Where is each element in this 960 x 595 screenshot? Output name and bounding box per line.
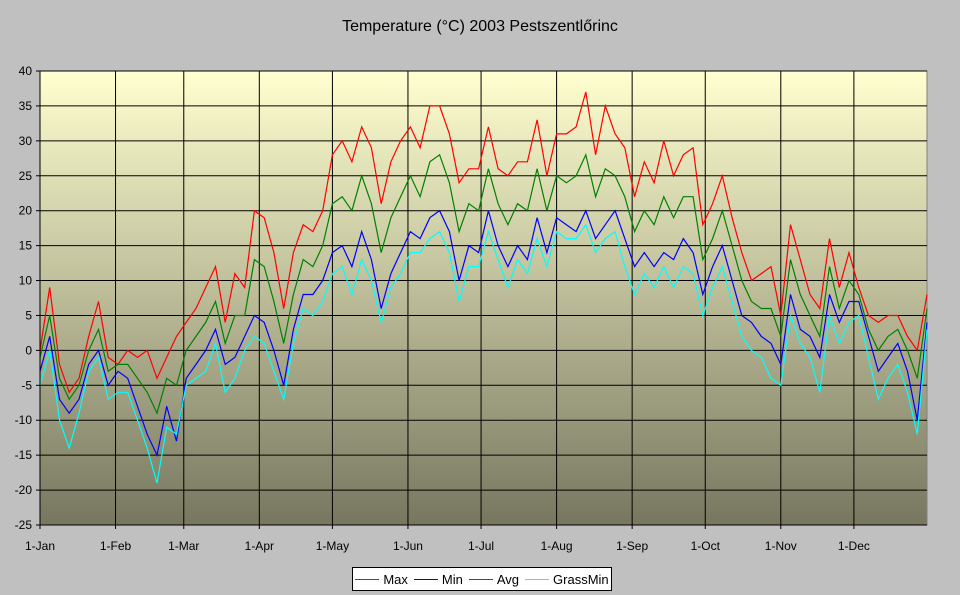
x-tick-label: 1-Apr <box>245 539 274 553</box>
legend-item-max: Max <box>355 572 408 587</box>
legend-swatch <box>525 578 550 580</box>
x-tick-label: 1-Sep <box>616 539 648 553</box>
x-tick-label: 1-Oct <box>691 539 721 553</box>
x-tick-label: 1-Jun <box>393 539 423 553</box>
y-tick-label: -25 <box>15 518 33 532</box>
x-tick-label: 1-May <box>316 539 349 553</box>
legend-swatch <box>355 578 380 580</box>
legend: Max Min Avg GrassMin <box>352 567 612 591</box>
series-line-avg <box>39 152 928 415</box>
y-tick-label: -20 <box>15 483 33 497</box>
x-tick-label: 1-Dec <box>838 539 870 553</box>
y-tick-label: 40 <box>19 64 33 78</box>
plot-area <box>39 70 928 526</box>
legend-label: Max <box>383 571 408 587</box>
x-tick-label: 1-Feb <box>100 539 132 553</box>
legend-item-min: Min <box>413 571 463 587</box>
series-line-max <box>39 91 928 394</box>
legend-label: GrassMin <box>553 571 609 587</box>
y-tick-label: 30 <box>19 134 33 148</box>
legend-swatch <box>413 578 438 580</box>
x-tick-label: 1-Jul <box>468 539 494 553</box>
y-tick-label: -15 <box>15 448 33 462</box>
legend-swatch <box>468 578 493 580</box>
series-line-min <box>39 209 928 458</box>
y-tick-label: -5 <box>21 378 32 392</box>
x-tick-label: 1-Nov <box>765 539 797 553</box>
y-tick-label: 15 <box>19 239 33 253</box>
chart-title: Temperature (°C) 2003 Pestszentlőrinc <box>342 18 618 35</box>
y-tick-label: 0 <box>25 343 32 357</box>
x-tick-label: 1-Jan <box>25 539 55 553</box>
x-tick-label: 1-Mar <box>168 539 199 553</box>
y-tick-label: 20 <box>19 204 33 218</box>
legend-item-avg: Avg <box>468 571 520 587</box>
y-tick-label: 25 <box>19 169 33 183</box>
legend-item-grassmin: GrassMin <box>525 572 609 587</box>
x-tick-label: 1-Aug <box>541 539 573 553</box>
legend-label: Min <box>441 571 463 587</box>
legend-label: Avg <box>496 571 520 587</box>
y-tick-label: 35 <box>19 99 33 113</box>
series-line-grassmin <box>39 223 928 484</box>
y-tick-label: -10 <box>15 413 33 427</box>
y-tick-label: 5 <box>25 308 32 322</box>
y-tick-label: 10 <box>19 274 33 288</box>
